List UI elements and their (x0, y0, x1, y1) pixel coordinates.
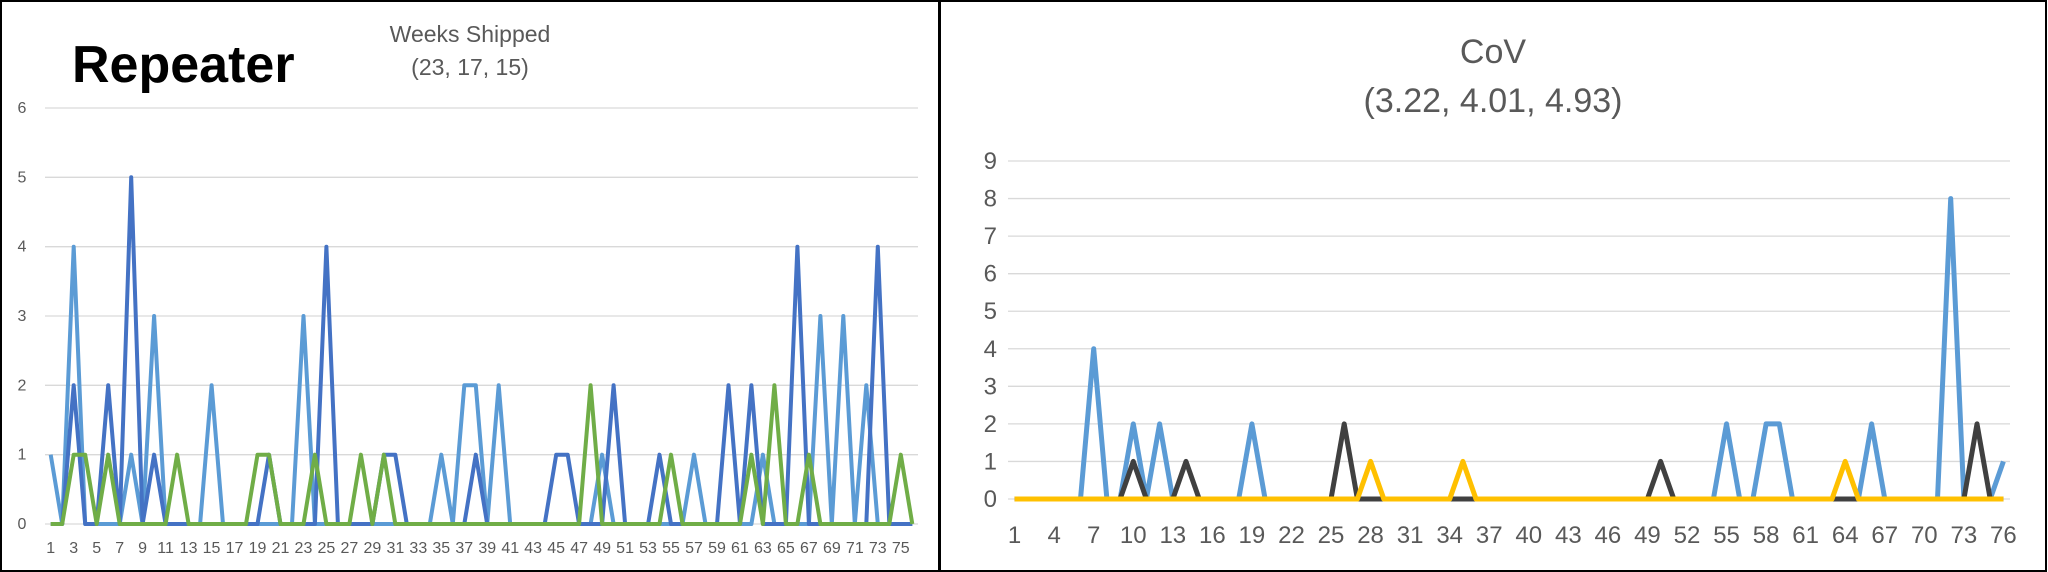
x-tick-label: 67 (1871, 522, 1898, 549)
x-tick-label: 46 (1595, 522, 1622, 549)
x-tick-label: 3 (69, 540, 78, 557)
y-tick-label: 1 (18, 447, 27, 464)
x-tick-label: 31 (1397, 522, 1424, 549)
right-x-axis: 1 4 7 10 13 16 19 22 25 28 31 34 37 40 43 46 49 52 55 58 61 6… (1008, 522, 2017, 549)
x-tick-label: 76 (1990, 522, 2017, 549)
y-tick-label: 8 (984, 186, 997, 213)
x-tick-label: 49 (593, 540, 611, 557)
repeater-label: Repeater (72, 36, 295, 94)
x-tick-label: 4 (1047, 522, 1060, 549)
right-y-axis: 0 1 2 3 4 5 6 7 8 9 (984, 148, 997, 513)
x-tick-label: 43 (524, 540, 542, 557)
x-tick-label: 25 (318, 540, 336, 557)
x-tick-label: 55 (662, 540, 680, 557)
y-tick-label: 3 (18, 308, 27, 325)
x-tick-label: 61 (1792, 522, 1819, 549)
y-tick-label: 5 (18, 169, 27, 186)
x-tick-label: 9 (138, 540, 147, 557)
x-tick-label: 1 (46, 540, 55, 557)
x-tick-label: 1 (1008, 522, 1021, 549)
x-tick-label: 15 (203, 540, 221, 557)
x-tick-label: 25 (1318, 522, 1345, 549)
y-tick-label: 5 (984, 298, 997, 325)
x-tick-label: 33 (409, 540, 427, 557)
x-tick-label: 19 (249, 540, 267, 557)
y-tick-label: 9 (984, 148, 997, 175)
x-tick-label: 71 (846, 540, 864, 557)
x-tick-label: 21 (272, 540, 290, 557)
x-tick-label: 61 (731, 540, 749, 557)
left-chart-subtitle: (23, 17, 15) (411, 54, 529, 80)
x-tick-label: 5 (92, 540, 101, 557)
y-tick-label: 6 (984, 261, 997, 288)
y-tick-label: 0 (18, 516, 27, 533)
series-line-3 (50, 383, 915, 526)
series-line-1 (1014, 196, 2006, 502)
series-line-3 (1014, 458, 2004, 502)
y-tick-label: 7 (984, 223, 997, 250)
series-line-2 (1014, 421, 2004, 502)
x-tick-label: 58 (1753, 522, 1780, 549)
y-tick-label: 2 (984, 411, 997, 438)
x-tick-label: 31 (386, 540, 404, 557)
x-tick-label: 13 (1159, 522, 1186, 549)
x-tick-label: 70 (1911, 522, 1938, 549)
x-tick-label: 52 (1674, 522, 1701, 549)
x-tick-label: 69 (823, 540, 841, 557)
x-tick-label: 59 (708, 540, 726, 557)
x-tick-label: 10 (1120, 522, 1147, 549)
x-tick-label: 51 (616, 540, 634, 557)
x-tick-label: 45 (547, 540, 565, 557)
x-tick-label: 7 (1087, 522, 1100, 549)
x-tick-label: 73 (869, 540, 887, 557)
x-tick-label: 47 (570, 540, 588, 557)
x-tick-label: 53 (639, 540, 657, 557)
right-series-group (1014, 196, 2006, 502)
x-tick-label: 13 (180, 540, 198, 557)
x-tick-label: 43 (1555, 522, 1582, 549)
x-tick-label: 29 (363, 540, 381, 557)
y-tick-label: 1 (984, 448, 997, 475)
y-tick-label: 3 (984, 373, 997, 400)
x-tick-label: 17 (226, 540, 244, 557)
left-y-axis: 0 1 2 3 4 5 6 (18, 100, 27, 533)
x-tick-label: 35 (432, 540, 450, 557)
right-chart-subtitle: (3.22, 4.01, 4.93) (1364, 82, 1623, 120)
x-tick-label: 40 (1515, 522, 1542, 549)
x-tick-label: 37 (1476, 522, 1503, 549)
x-tick-label: 28 (1357, 522, 1384, 549)
y-tick-label: 4 (18, 239, 27, 256)
x-tick-label: 37 (455, 540, 473, 557)
right-chart-title: CoV (1460, 33, 1526, 71)
left-chart-title: Weeks Shipped (390, 21, 551, 47)
x-tick-label: 41 (501, 540, 519, 557)
x-tick-label: 73 (1951, 522, 1978, 549)
x-tick-label: 49 (1634, 522, 1661, 549)
x-tick-label: 55 (1713, 522, 1740, 549)
x-tick-label: 64 (1832, 522, 1859, 549)
x-tick-label: 27 (341, 540, 359, 557)
y-tick-label: 6 (18, 100, 27, 117)
x-tick-label: 22 (1278, 522, 1305, 549)
y-tick-label: 4 (984, 336, 997, 363)
x-tick-label: 19 (1239, 522, 1266, 549)
x-tick-label: 11 (157, 540, 174, 557)
x-tick-label: 7 (115, 540, 124, 557)
left-series-group (48, 175, 915, 526)
x-tick-label: 67 (800, 540, 818, 557)
x-tick-label: 23 (295, 540, 313, 557)
y-tick-label: 0 (984, 486, 997, 513)
x-tick-label: 65 (777, 540, 795, 557)
left-x-axis: 1 3 5 7 9 11 13 15 17 19 21 23 25 27 29 31 33 35 37 39 41 43 4… (46, 540, 909, 557)
x-tick-label: 63 (754, 540, 772, 557)
x-tick-label: 16 (1199, 522, 1226, 549)
y-tick-label: 2 (18, 377, 27, 394)
x-tick-label: 34 (1436, 522, 1463, 549)
x-tick-label: 75 (892, 540, 910, 557)
x-tick-label: 39 (478, 540, 496, 557)
x-tick-label: 57 (685, 540, 703, 557)
